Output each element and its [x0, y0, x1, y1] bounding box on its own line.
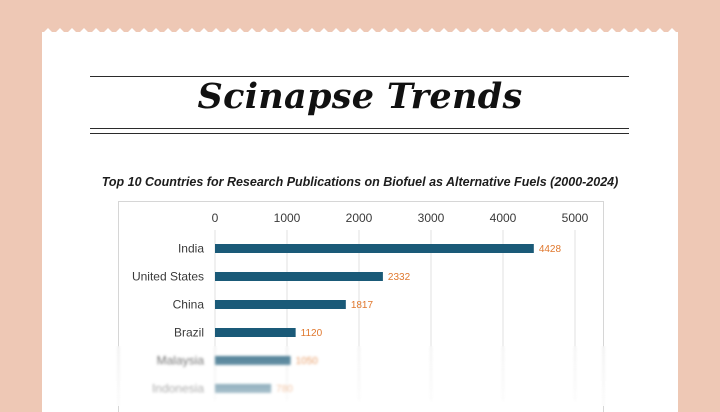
category-label: Brazil [174, 326, 204, 340]
chart-title: Top 10 Countries for Research Publicatio… [101, 175, 619, 189]
x-tick-label: 1000 [274, 211, 301, 225]
torn-edge [42, 28, 678, 34]
bar [215, 272, 383, 281]
bottom-rule-1 [90, 128, 629, 129]
category-label: United States [132, 270, 204, 284]
category-label: India [178, 242, 204, 256]
x-tick-label: 3000 [418, 211, 445, 225]
category-label: China [173, 298, 205, 312]
top-rule [90, 76, 629, 77]
x-tick-label: 0 [212, 211, 219, 225]
data-label: 1817 [351, 300, 374, 311]
x-tick-label: 5000 [562, 211, 589, 225]
data-label: 4428 [539, 244, 562, 255]
fade-overlay [100, 346, 620, 406]
x-tick-label: 4000 [490, 211, 517, 225]
bar [215, 328, 296, 337]
page-title: Scinapse Trends [197, 76, 523, 117]
x-tick-label: 2000 [346, 211, 373, 225]
data-label: 2332 [388, 272, 411, 283]
bottom-rule-2 [90, 133, 629, 134]
data-label: 1120 [301, 328, 323, 339]
bar-chart: 0 1000 2000 3000 4000 5000 India 4428 United Sta… [132, 211, 589, 401]
bar [215, 300, 346, 309]
bar [215, 244, 534, 253]
